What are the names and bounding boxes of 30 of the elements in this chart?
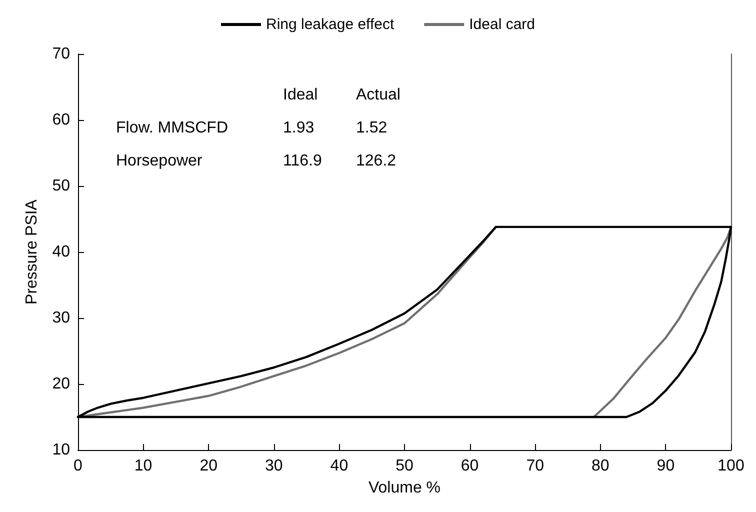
y-tick-label: 20 bbox=[52, 376, 70, 392]
annotation: Actual bbox=[356, 86, 400, 104]
x-tick-label: 50 bbox=[396, 458, 414, 474]
x-tick-label: 40 bbox=[330, 458, 348, 474]
annotation: 1.93 bbox=[283, 120, 314, 136]
x-tick-label: 20 bbox=[200, 458, 218, 474]
y-tick-label: 10 bbox=[52, 442, 70, 458]
x-tick-label: 0 bbox=[74, 458, 83, 474]
x-axis-title: Volume % bbox=[368, 480, 441, 496]
x-tick-label: 10 bbox=[134, 458, 152, 474]
y-tick-label: 70 bbox=[52, 46, 70, 62]
annotation: Flow. MMSCFD bbox=[116, 120, 228, 136]
annotation: 126.2 bbox=[356, 152, 396, 170]
y-axis-title: Pressure PSIA bbox=[24, 199, 40, 304]
x-tick-label: 60 bbox=[460, 458, 479, 474]
x-tick-label: 70 bbox=[526, 458, 544, 474]
annotation: 1.52 bbox=[356, 120, 388, 136]
y-tick-label: 60 bbox=[52, 112, 70, 128]
legend-label: Ideal card bbox=[469, 16, 536, 33]
x-tick-label: 80 bbox=[592, 458, 610, 474]
annotation: 116.9 bbox=[283, 152, 322, 170]
y-tick-label: 30 bbox=[52, 310, 70, 326]
y-tick-label: 40 bbox=[52, 244, 70, 260]
y-tick-label: 50 bbox=[52, 178, 70, 194]
annotation: Horsepower bbox=[116, 152, 203, 170]
legend-label: Ring leakage effect bbox=[266, 16, 395, 33]
x-tick-label: 90 bbox=[656, 458, 675, 474]
x-tick-label: 100 bbox=[718, 458, 744, 474]
annotation: Ideal bbox=[283, 86, 318, 104]
x-tick-label: 30 bbox=[265, 458, 283, 474]
